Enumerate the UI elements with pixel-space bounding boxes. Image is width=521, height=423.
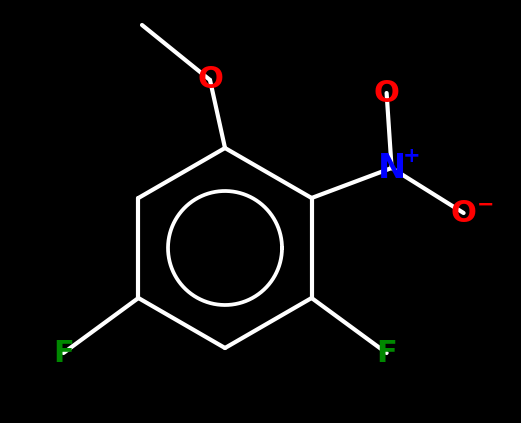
Text: F: F — [53, 338, 74, 368]
Text: N: N — [378, 151, 406, 184]
Text: −: − — [477, 195, 494, 215]
Text: +: + — [403, 146, 420, 166]
Text: O: O — [197, 66, 223, 94]
Text: F: F — [376, 338, 397, 368]
Text: O: O — [374, 79, 400, 107]
Text: O: O — [451, 198, 477, 228]
